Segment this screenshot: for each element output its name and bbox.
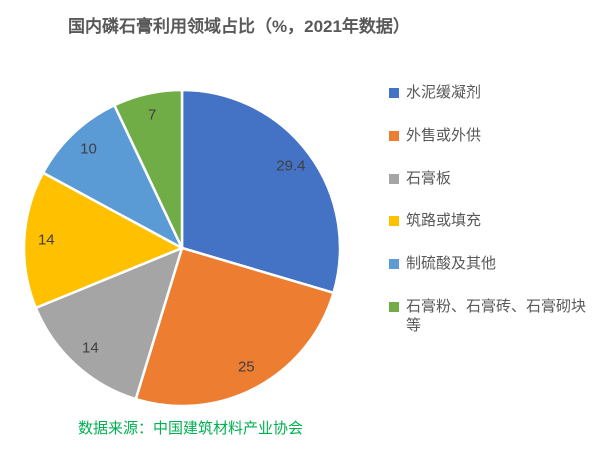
legend-item-3[interactable]: 石膏板 <box>389 170 594 189</box>
pie-slice-4[interactable] <box>22 171 184 310</box>
pie-data-label: 10 <box>80 140 97 157</box>
legend-marker-icon <box>389 88 399 98</box>
pie-slice-2[interactable] <box>134 246 335 408</box>
pie-data-label: 7 <box>148 106 156 123</box>
legend-item-2[interactable]: 外售或外供 <box>389 127 594 146</box>
legend-item-1[interactable]: 水泥缓凝剂 <box>389 84 594 103</box>
pie-data-label: 25 <box>238 359 255 376</box>
legend-marker-icon <box>389 301 399 312</box>
legend-item-6[interactable]: 石膏粉、石膏砖、石膏砌块等 <box>389 298 594 336</box>
pie-slice-3[interactable] <box>34 246 184 401</box>
legend-item-label: 水泥缓凝剂 <box>406 84 482 101</box>
legend-item-label: 石膏粉、石膏砖、石膏砌块等 <box>406 297 587 334</box>
legend-marker-icon <box>389 259 399 269</box>
pie-slice-5[interactable] <box>41 103 184 250</box>
legend-marker-icon <box>389 173 399 184</box>
legend-marker-icon <box>389 130 399 141</box>
legend-item-label: 外售或外供 <box>406 126 482 144</box>
legend: 水泥缓凝剂外售或外供石膏板筑路或填充制硫酸及其他石膏粉、石膏砖、石膏砌块等 <box>389 84 594 335</box>
source-note: 数据来源：中国建筑材料产业协会 <box>78 420 304 437</box>
pie-slice-6[interactable] <box>113 88 184 250</box>
legend-item-label: 筑路或填充 <box>406 212 482 230</box>
pie-data-label: 14 <box>38 232 55 249</box>
chart-title: 国内磷石膏利用领域占比（%，2021年数据） <box>68 17 410 36</box>
legend-item-label: 制硫酸及其他 <box>406 255 497 272</box>
legend-item-4[interactable]: 筑路或填充 <box>389 212 594 231</box>
legend-item-5[interactable]: 制硫酸及其他 <box>389 255 594 274</box>
legend-item-label: 石膏板 <box>406 169 452 187</box>
pie-data-label: 29.4 <box>276 158 305 175</box>
pie-slice-1[interactable] <box>180 88 342 295</box>
legend-marker-icon <box>389 216 399 227</box>
pie-chart: 29.4 25 14 14 10 7 <box>22 88 342 408</box>
pie-data-label: 14 <box>82 339 99 356</box>
